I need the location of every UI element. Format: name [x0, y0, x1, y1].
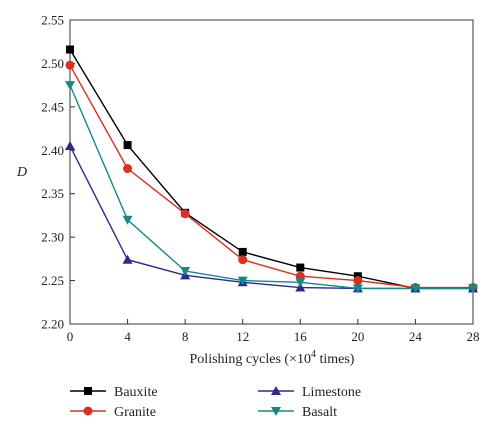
legend-marker [83, 406, 93, 416]
series-group [65, 45, 478, 294]
legend-marker [84, 387, 92, 395]
data-point-basalt [237, 276, 248, 286]
x-axis-label-sup: 4 [311, 349, 316, 360]
plot-frame [69, 19, 474, 325]
tick-labels: 0 4 8 12 16 20 24 28 2.20 2.25 2.30 2.35 2.40 2.45 2.5… [41, 13, 479, 345]
legend-label: Limestone [302, 385, 361, 400]
data-point-limestone [122, 254, 133, 264]
y-tick-label: 2.45 [41, 99, 64, 114]
data-point-granite [180, 209, 190, 219]
data-point-basalt [410, 284, 421, 294]
legend: Bauxite Granite Limestone Basalt [70, 385, 361, 420]
y-tick-label: 2.25 [41, 273, 64, 288]
y-tick-label: 2.50 [41, 56, 64, 71]
axes [69, 19, 474, 325]
y-axis-label: D [16, 165, 27, 180]
legend-label: Bauxite [114, 385, 158, 400]
series-basalt [65, 81, 478, 294]
data-point-bauxite [123, 141, 132, 150]
data-point-basalt [468, 284, 478, 294]
legend-item-bauxite: Bauxite [70, 385, 158, 400]
data-point-basalt [65, 81, 75, 91]
y-tick-label: 2.40 [41, 143, 64, 158]
legend-label: Granite [114, 405, 156, 420]
legend-label: Basalt [302, 405, 337, 420]
x-tick-label: 16 [294, 329, 308, 344]
data-point-bauxite [238, 247, 247, 256]
x-axis-label-prefix: Polishing cycles (×10 [190, 352, 311, 367]
data-point-basalt [180, 267, 191, 277]
data-point-bauxite [296, 263, 305, 272]
x-tick-label: 20 [351, 329, 364, 344]
data-point-basalt [122, 215, 133, 225]
series-line-basalt [69, 84, 473, 290]
legend-item-limestone: Limestone [258, 385, 361, 400]
y-tick-label: 2.35 [41, 186, 64, 201]
data-point-granite [238, 255, 248, 265]
x-tick-label: 12 [236, 329, 249, 344]
data-point-bauxite [66, 45, 74, 54]
x-tick-label: 24 [409, 329, 423, 344]
legend-marker [271, 386, 281, 395]
x-axis-label: Polishing cycles (×104 times) [190, 349, 355, 367]
data-point-basalt [352, 284, 363, 294]
data-point-basalt [295, 278, 306, 288]
data-point-limestone [65, 140, 75, 150]
y-tick-label: 2.30 [41, 230, 64, 245]
data-point-granite [123, 164, 133, 174]
x-tick-label: 4 [124, 329, 131, 344]
x-tick-label: 8 [182, 329, 189, 344]
data-point-granite [353, 276, 363, 286]
legend-item-granite: Granite [70, 405, 156, 420]
series-line-granite [69, 64, 473, 289]
x-axis-label-suffix: times) [316, 352, 355, 367]
legend-marker [271, 407, 281, 416]
legend-item-basalt: Basalt [258, 405, 337, 420]
data-point-granite [65, 60, 75, 70]
x-tick-label: 0 [67, 329, 74, 344]
y-tick-label: 2.20 [41, 317, 64, 332]
x-tick-label: 28 [467, 329, 480, 344]
y-tick-label: 2.55 [41, 13, 64, 28]
